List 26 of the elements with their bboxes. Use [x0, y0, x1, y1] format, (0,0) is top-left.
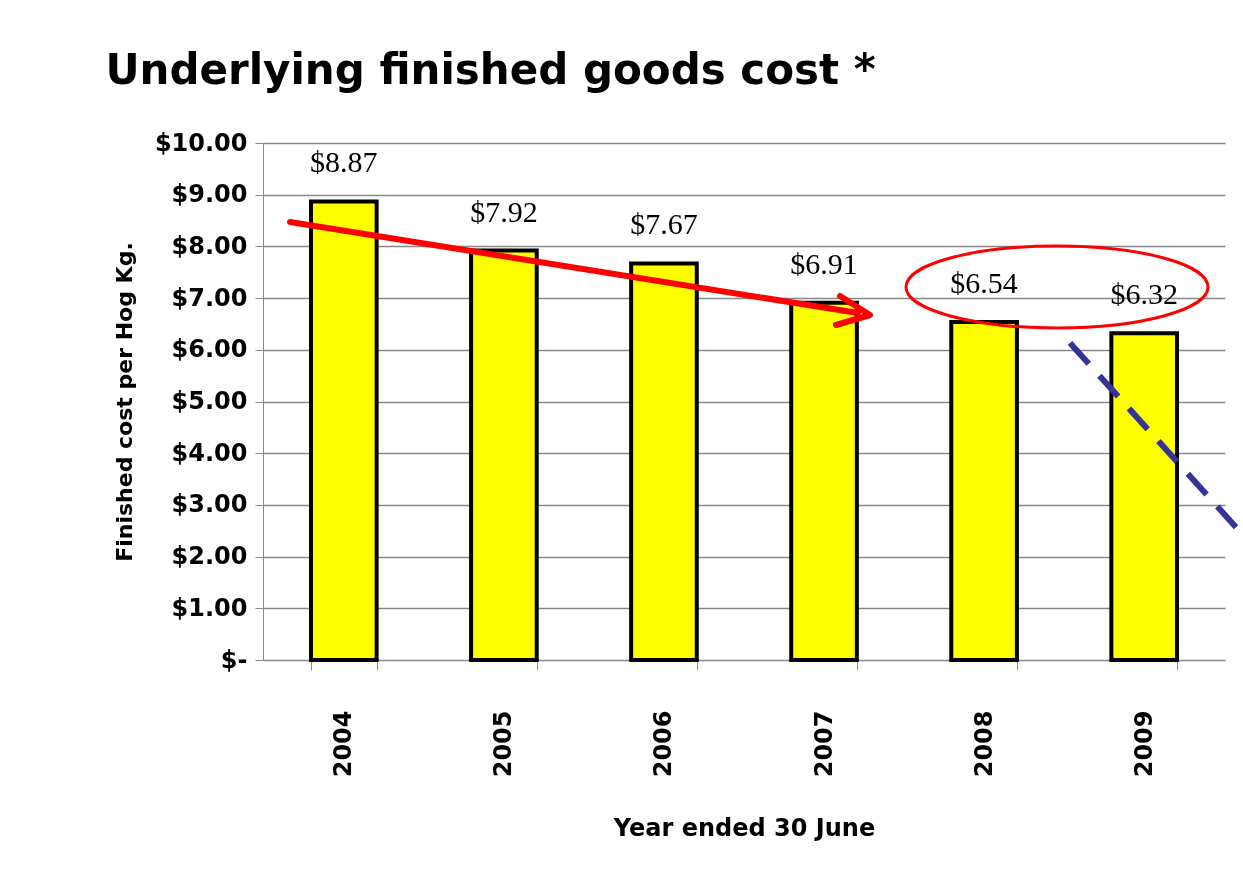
- y-tick-label: $3.00: [171, 490, 248, 519]
- y-tick-label: $8.00: [171, 231, 248, 260]
- y-tick-label: $4.00: [171, 438, 248, 467]
- y-tick-label: $-: [220, 645, 248, 674]
- x-tick-label: 2005: [489, 710, 518, 778]
- x-tick-label: 2006: [649, 710, 678, 778]
- y-tick-label: $1.00: [171, 593, 248, 622]
- y-tick-label: $7.00: [171, 283, 248, 312]
- y-tick-label: $10.00: [154, 128, 248, 157]
- data-label: $7.67: [630, 207, 698, 241]
- x-tick-label: 2004: [329, 710, 358, 778]
- data-label: $6.91: [790, 246, 858, 280]
- data-label: $6.32: [1110, 277, 1178, 311]
- x-tick-label: 2008: [969, 710, 998, 778]
- x-tick-label: 2009: [1129, 710, 1158, 778]
- x-axis-title: Year ended 30 June: [612, 814, 876, 843]
- y-tick-label: $2.00: [171, 542, 248, 571]
- data-label: $8.87: [310, 145, 378, 179]
- y-axis-title: Finished cost per Hog Kg.: [111, 242, 137, 562]
- data-label: $6.54: [950, 265, 1018, 299]
- data-label: $7.92: [470, 194, 538, 228]
- y-tick-label: $6.00: [171, 335, 248, 364]
- chart-title: Underlying finished goods cost *: [105, 45, 876, 94]
- x-tick-label: 2007: [809, 710, 838, 778]
- y-tick-label: $9.00: [171, 180, 248, 209]
- y-tick-label: $5.00: [171, 387, 248, 415]
